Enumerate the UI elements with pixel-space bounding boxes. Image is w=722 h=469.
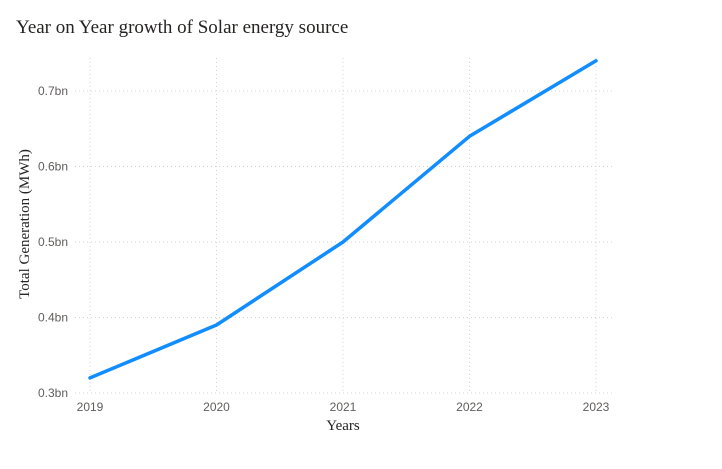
- y-tick-label: 0.4bn: [38, 311, 68, 325]
- y-axis: 0.3bn 0.4bn 0.5bn 0.6bn 0.7bn: [38, 84, 68, 400]
- x-tick-label: 2019: [77, 400, 104, 414]
- x-axis-title: Years: [326, 418, 360, 434]
- chart-title: Year on Year growth of Solar energy sour…: [16, 17, 349, 38]
- y-tick-label: 0.3bn: [38, 386, 68, 400]
- y-tick-label: 0.5bn: [38, 235, 68, 249]
- x-tick-label: 2022: [456, 400, 483, 414]
- x-tick-label: 2023: [583, 400, 610, 414]
- series-layer: [88, 59, 598, 380]
- x-axis: 2019 2020 2021 2022 2023: [77, 400, 610, 414]
- grid-layer: [75, 58, 612, 394]
- x-tick-label: 2020: [203, 400, 230, 414]
- y-tick-label: 0.6bn: [38, 160, 68, 174]
- y-tick-label: 0.7bn: [38, 84, 68, 98]
- y-axis-title: Total Generation (MWh): [17, 149, 33, 299]
- x-tick-label: 2021: [330, 400, 357, 414]
